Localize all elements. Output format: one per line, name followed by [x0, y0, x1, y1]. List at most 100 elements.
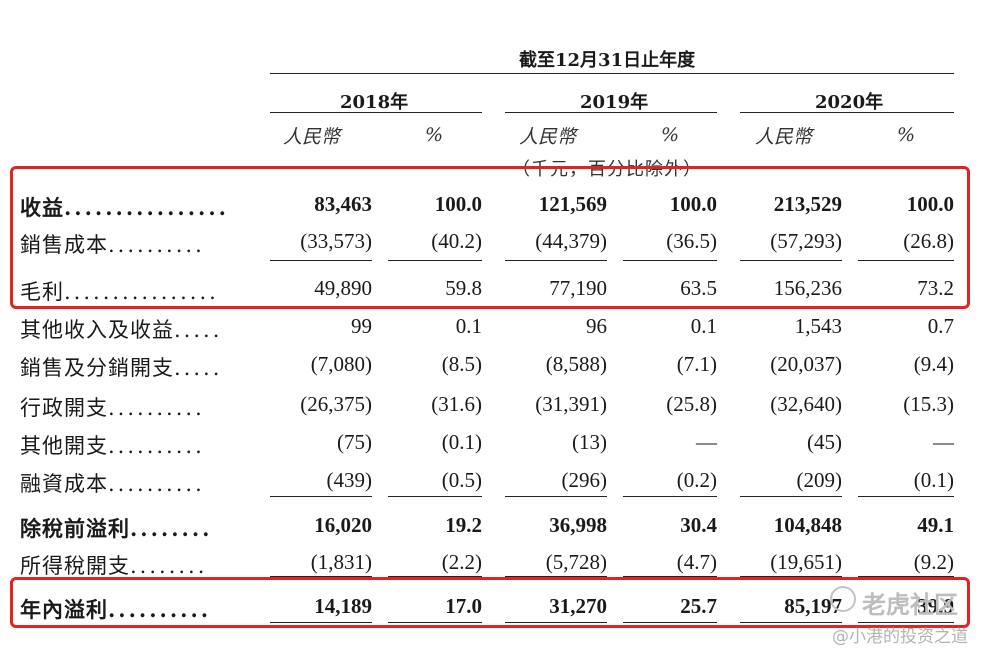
amount-cell: 36,998: [549, 513, 607, 537]
percent-label-2019: %: [661, 124, 680, 146]
leader-dots: ........: [130, 516, 213, 541]
percent-cell: 0.1: [690, 314, 717, 338]
amount-cell: (7,080): [310, 352, 372, 376]
row-label: 年內溢利..........: [20, 594, 211, 624]
subtotal-rule: [505, 576, 607, 577]
subtotal-rule: [270, 260, 372, 261]
percent-cell: 0.1: [455, 314, 482, 338]
percent-label-2020: %: [897, 124, 916, 146]
percent-cell: 100.0: [434, 192, 482, 216]
amount-cell: 31,270: [549, 594, 607, 618]
amount-cell: (5,728): [545, 550, 607, 574]
percent-cell: (0.1): [913, 468, 954, 492]
amount-cell: (439): [326, 468, 373, 492]
amount-cell: 14,189: [314, 594, 372, 618]
row-label-text: 收益: [20, 195, 64, 220]
subtotal-rule: [623, 260, 717, 261]
year-2020-rule: [740, 112, 954, 113]
amount-cell: (45): [807, 430, 842, 454]
amount-cell: 49,890: [314, 276, 372, 300]
amount-cell: (32,640): [770, 392, 842, 416]
row-label-text: 毛利: [20, 280, 64, 304]
percent-cell: (31.6): [431, 392, 482, 416]
subtotal-rule: [505, 496, 607, 497]
year-2019-rule: [505, 112, 717, 113]
percent-cell: 100.0: [906, 192, 954, 216]
percent-cell: (40.2): [431, 229, 482, 253]
percent-cell: —: [696, 430, 717, 454]
currency-label-2020: 人民幣: [755, 126, 813, 148]
leader-dots: .....: [174, 356, 223, 380]
row-label: 銷售成本..........: [20, 229, 205, 259]
header-rule: [270, 73, 954, 74]
amount-cell: (13): [572, 430, 607, 454]
leader-dots: ..........: [108, 233, 205, 257]
subtotal-rule: [270, 496, 372, 497]
amount-cell: (296): [561, 468, 608, 492]
percent-cell: (8.5): [441, 352, 482, 376]
subtotal-rule: [388, 260, 482, 261]
percent-cell: 49.1: [917, 513, 954, 537]
percent-cell: (0.2): [676, 468, 717, 492]
tiger-logo-icon: [830, 586, 856, 612]
row-label: 行政開支..........: [20, 392, 205, 422]
period-title: 截至12月31日止年度: [519, 50, 696, 71]
row-label-text: 其他開支: [20, 434, 108, 458]
percent-cell: 39.9: [917, 594, 954, 618]
percent-cell: —: [933, 430, 954, 454]
percent-cell: (0.5): [441, 468, 482, 492]
highlight-box-gross-profit: [10, 166, 970, 309]
percent-cell: (9.4): [913, 352, 954, 376]
percent-label-2018: %: [425, 124, 444, 146]
amount-cell: 96: [586, 314, 607, 338]
amount-cell: (209): [796, 468, 843, 492]
amount-cell: (8,588): [545, 352, 607, 376]
highlight-box-net-profit: [10, 577, 970, 628]
percent-cell: 0.7: [927, 314, 954, 338]
percent-cell: (0.1): [441, 430, 482, 454]
subtotal-rule: [740, 496, 842, 497]
percent-cell: (25.8): [666, 392, 717, 416]
leader-dots: ..........: [108, 597, 212, 622]
percent-cell: 30.4: [680, 513, 717, 537]
subtotal-rule: [270, 576, 372, 577]
percent-cell: 17.0: [445, 594, 482, 618]
row-label: 所得稅開支........: [20, 550, 207, 580]
year-2020-header: 2020年: [815, 92, 884, 113]
leader-dots: ................: [64, 280, 219, 304]
percent-cell: (4.7): [676, 550, 717, 574]
amount-cell: (20,037): [770, 352, 842, 376]
percent-cell: 59.8: [445, 276, 482, 300]
subtotal-rule: [858, 260, 954, 261]
percent-cell: 73.2: [917, 276, 954, 300]
amount-cell: 121,569: [538, 192, 607, 216]
percent-cell: 100.0: [669, 192, 717, 216]
row-label: 其他收入及收益.....: [20, 314, 222, 344]
row-label-text: 融資成本: [20, 472, 108, 496]
amount-cell: (1,831): [310, 550, 372, 574]
row-label-text: 所得稅開支: [20, 554, 130, 578]
watermark-author: @小港的投资之道: [832, 627, 968, 647]
amount-cell: 16,020: [314, 513, 372, 537]
percent-cell: (9.2): [913, 550, 954, 574]
row-label-text: 銷售成本: [20, 233, 108, 257]
subtotal-rule: [623, 576, 717, 577]
subtotal-rule: [388, 496, 482, 497]
leader-dots: ..........: [108, 396, 205, 420]
row-label: 融資成本..........: [20, 468, 205, 498]
leader-dots: ........: [130, 554, 208, 578]
year-2019-header: 2019年: [580, 92, 649, 113]
amount-cell: 213,529: [773, 192, 842, 216]
amount-cell: (57,293): [770, 229, 842, 253]
subtotal-rule: [505, 260, 607, 261]
subtotal-rule: [858, 496, 954, 497]
amount-cell: (19,651): [770, 550, 842, 574]
percent-cell: (2.2): [441, 550, 482, 574]
row-label-text: 行政開支: [20, 396, 108, 420]
percent-cell: (36.5): [666, 229, 717, 253]
leader-dots: ................: [64, 195, 229, 220]
watermark-brand: 老虎社区: [862, 591, 958, 619]
percent-cell: (15.3): [903, 392, 954, 416]
year-2018-rule: [270, 112, 482, 113]
subtotal-rule: [740, 260, 842, 261]
